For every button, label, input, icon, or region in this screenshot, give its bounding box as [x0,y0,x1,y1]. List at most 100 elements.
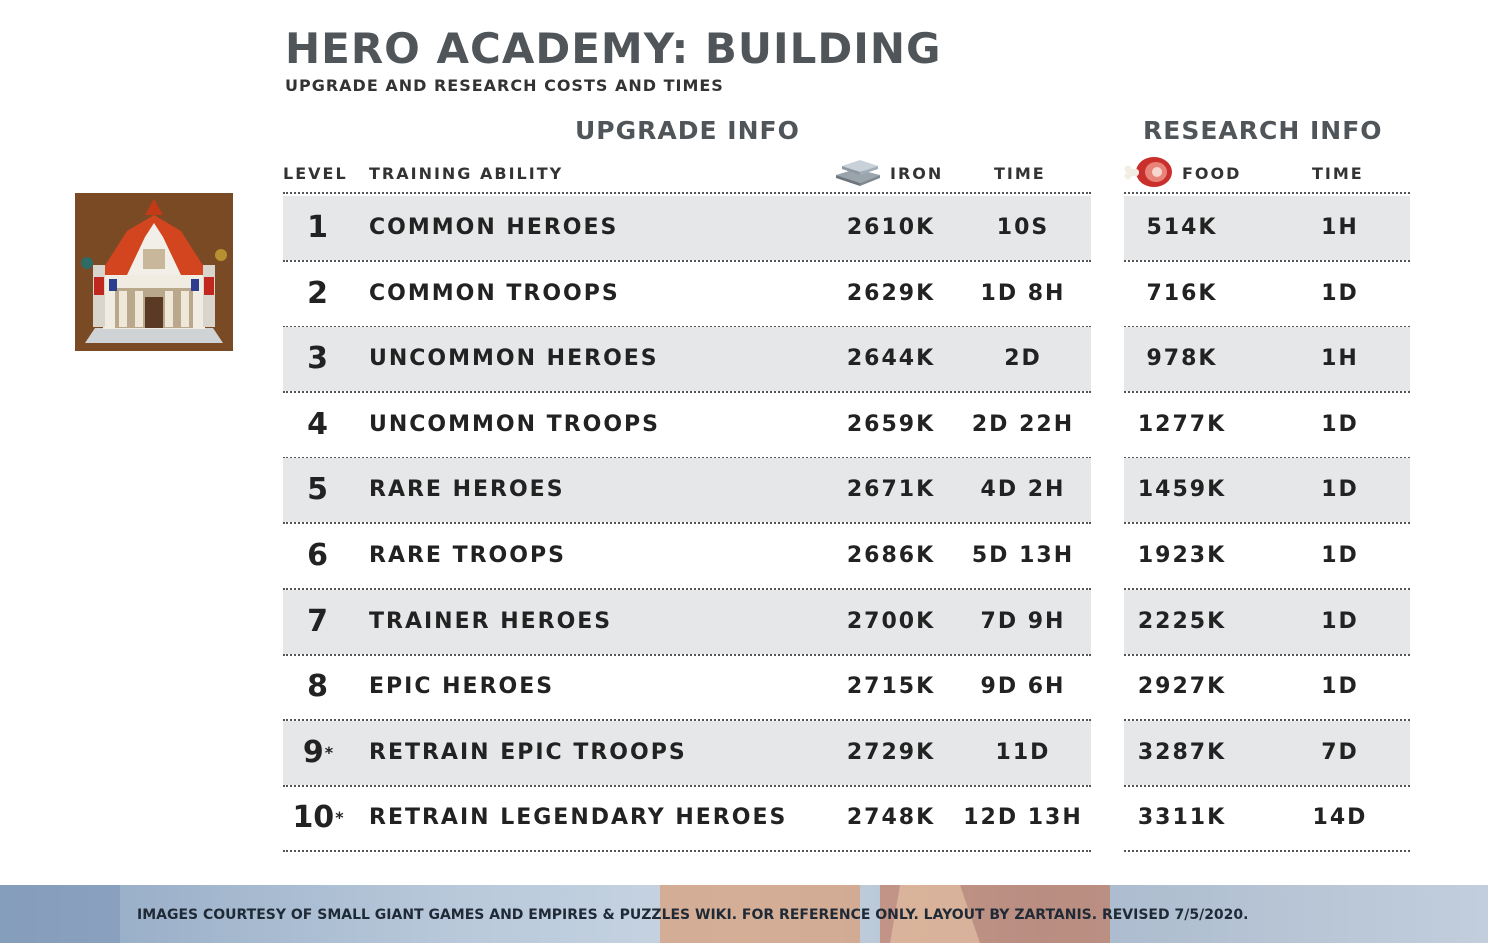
row-iron-cost: 2729K [846,739,936,765]
row-upgrade-time: 4D 2H [980,477,1066,503]
row-level-number: 6 [307,538,328,573]
row-band-upgrade [283,327,1091,392]
row-level-number: 7 [307,603,328,639]
row-research-time: 1H [1321,215,1359,240]
row-divider-upgrade [283,850,1091,853]
row-level: 2 [283,275,353,311]
row-iron-cost: 2700K [846,608,936,634]
row-level: 7 [283,603,353,639]
column-header-upgrade-time: TIME [994,164,1046,183]
row-divider-upgrade [283,391,1091,394]
row-band-upgrade [283,458,1091,523]
row-food-cost: 978K [1146,346,1218,372]
row-iron-cost: 2671K [846,477,936,503]
row-research-time: 1H [1321,346,1359,372]
iron-ingots-icon [832,155,884,187]
row-level-number: 1 [307,210,328,245]
row-level: 4 [283,406,353,442]
hero-academy-building-image [75,193,233,351]
row-band-upgrade [283,196,1091,260]
header-divider-research [1124,192,1410,194]
row-upgrade-time: 9D 6H [980,674,1066,700]
column-header-level: LEVEL [283,164,348,183]
header-divider-upgrade [283,192,1091,194]
row-upgrade-time: 12D 13H [963,805,1083,831]
row-upgrade-time: 10S [996,215,1050,240]
row-training-ability: RETRAIN LEGENDARY HEROES [369,805,788,831]
row-food-cost: 1459K [1137,477,1227,503]
row-training-ability: COMMON TROOPS [369,280,620,306]
row-training-ability: RARE HEROES [369,477,565,503]
column-header-research-time: TIME [1312,164,1364,183]
row-level-asterisk: * [335,808,344,828]
row-upgrade-time: 5D 13H [971,543,1075,568]
row-iron-cost: 2659K [846,411,936,437]
column-header-food: FOOD [1182,164,1242,183]
row-upgrade-time: 7D 9H [980,608,1066,634]
row-research-time: 7D [1321,739,1359,765]
row-divider-upgrade [283,719,1091,722]
row-band-upgrade [283,589,1091,654]
row-band-research [1124,589,1410,654]
section-heading-research: RESEARCH INFO [1143,116,1383,145]
row-food-cost: 2225K [1137,608,1227,634]
row-research-time: 1D [1321,477,1359,503]
row-divider-upgrade [283,325,1091,328]
row-upgrade-time: 11D [995,739,1051,765]
row-upgrade-time: 2D 22H [971,411,1075,437]
row-training-ability: EPIC HEROES [369,674,555,700]
row-iron-cost: 2748K [846,805,936,831]
row-level-number: 8 [307,669,328,705]
row-research-time: 1D [1321,674,1359,700]
row-iron-cost: 2686K [846,543,936,568]
row-band-research [1124,327,1410,392]
row-research-time: 1D [1321,608,1359,634]
row-level-number: 5 [307,472,328,508]
row-divider-research [1124,850,1410,853]
row-level-number: 3 [307,341,328,377]
row-divider-research [1124,391,1410,394]
row-training-ability: UNCOMMON TROOPS [369,411,661,437]
row-level-number: 4 [307,406,328,442]
row-band-research [1124,458,1410,523]
row-iron-cost: 2610K [846,215,936,240]
row-divider-research [1124,653,1410,656]
row-level-number: 2 [307,275,328,311]
row-divider-research [1124,588,1410,590]
row-research-time: 1D [1321,543,1359,568]
row-food-cost: 3311K [1137,805,1227,831]
footer-credits: IMAGES COURTESY OF SMALL GIANT GAMES AND… [137,907,1249,923]
row-divider-research [1124,260,1410,262]
row-level: 8 [283,670,353,704]
row-divider-upgrade [283,456,1091,459]
page-subtitle: UPGRADE AND RESEARCH COSTS AND TIMES [285,76,724,95]
row-divider-research [1124,456,1410,459]
row-food-cost: 1923K [1137,543,1227,568]
row-level-number: 10 [292,800,335,836]
row-food-cost: 514K [1146,215,1218,240]
row-band-research [1124,196,1410,260]
row-level: 6 [283,539,353,573]
row-level-number: 9 [302,734,324,770]
row-level: 1 [283,211,353,245]
column-header-ability: TRAINING ABILITY [369,164,564,183]
column-header-iron: IRON [890,164,944,183]
row-divider-upgrade [283,588,1091,590]
row-level-asterisk: * [324,742,334,762]
row-divider-research [1124,325,1410,328]
row-training-ability: TRAINER HEROES [369,608,613,634]
row-band-upgrade [283,720,1091,785]
row-upgrade-time: 2D [1004,346,1042,372]
row-divider-research [1124,522,1410,525]
row-level: 10* [283,801,353,835]
row-training-ability: RETRAIN EPIC TROOPS [369,739,687,765]
row-band-research [1124,720,1410,785]
meat-food-icon [1124,154,1176,190]
row-level: 3 [283,342,353,376]
row-food-cost: 2927K [1137,674,1227,700]
row-iron-cost: 2715K [846,674,936,700]
row-level: 5 [283,473,353,507]
row-divider-research [1124,784,1410,787]
row-food-cost: 3287K [1137,739,1227,765]
row-research-time: 1D [1321,280,1359,306]
